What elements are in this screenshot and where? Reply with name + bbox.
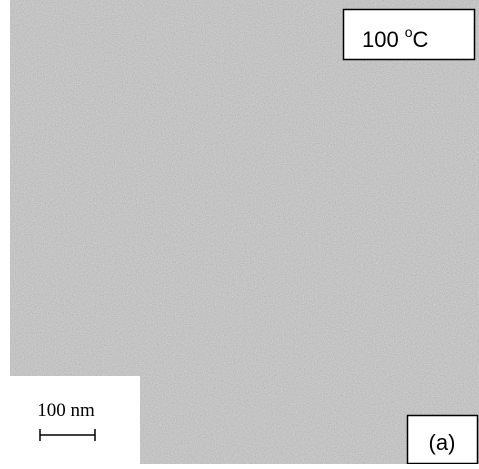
figure: 100 oC 100 nm (a) [0,0,479,464]
degree-sign: o [405,24,413,40]
scale-bar-label: 100 nm [37,400,95,421]
temperature-label: 100 oC [362,24,429,52]
micrograph-figure: 100 oC 100 nm (a) [0,0,479,464]
temperature-unit: C [413,27,429,52]
temperature-number: 100 [362,27,399,52]
panel-label: (a) [429,430,456,455]
